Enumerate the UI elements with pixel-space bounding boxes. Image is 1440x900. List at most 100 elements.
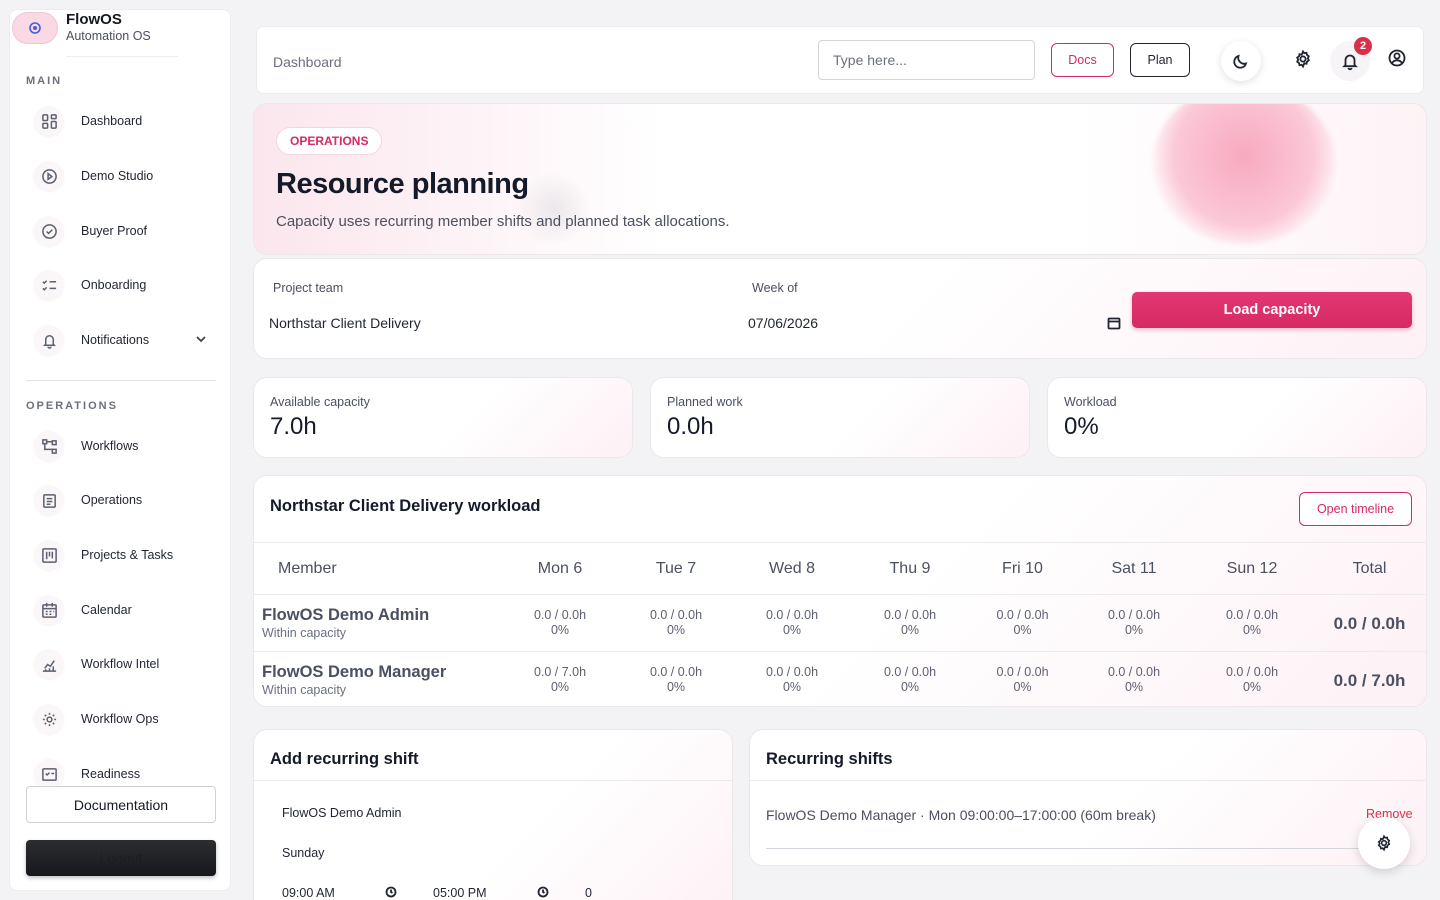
column-header: Sat 11 [1075,542,1193,595]
documentation-button[interactable]: Documentation [26,786,216,823]
brand-logo-icon [12,12,58,44]
decorative-blob [1152,104,1336,244]
page-subtitle: Capacity uses recurring member shifts an… [276,213,730,230]
sidebar-item-buyer-proof[interactable]: Buyer Proof [26,211,216,251]
gear-icon [1377,834,1391,852]
brand[interactable]: FlowOS Automation OS [10,10,230,60]
sidebar-item-label: Operations [81,493,143,507]
week-of-input[interactable]: 07/06/2026 [748,315,819,331]
sidebar-item-onboarding[interactable]: Onboarding [26,265,216,305]
main-section-label: MAIN [26,75,63,87]
member-status: Within capacity [262,683,347,698]
member-cell: FlowOS Demo Manager Within capacity [254,652,502,707]
sidebar-item-notifications[interactable]: Notifications [26,320,216,360]
sidebar-item-calendar[interactable]: Calendar [26,590,216,630]
day-percent: 0% [666,623,686,637]
sidebar-item-label: Dashboard [81,114,143,128]
load-capacity-button[interactable]: Load capacity [1132,292,1412,328]
day-hours: 0.0 / 0.0h [649,608,703,622]
sidebar-item-demo-studio[interactable]: Demo Studio [26,156,216,196]
sidebar-divider [26,380,216,381]
table-row: FlowOS Demo Manager Within capacity 0.0 … [254,652,1426,707]
clipboard-icon [34,485,64,515]
shift-member-select[interactable]: FlowOS Demo Admin [282,806,402,820]
day-hours: 0.0 / 0.0h [1225,665,1279,680]
clock-icon[interactable] [537,886,549,900]
settings-button[interactable] [1283,39,1323,79]
grid-icon [34,106,64,136]
search-input[interactable] [818,40,1035,80]
sidebar-item-workflow-ops[interactable]: Workflow Ops [26,699,216,739]
day-hours: 0.0 / 0.0h [996,608,1049,622]
calendar-icon[interactable] [1107,316,1121,330]
chart-icon [34,649,64,679]
member-cell: FlowOS Demo Admin Within capacity [254,594,502,652]
project-team-select[interactable]: Northstar Client Delivery [269,315,421,331]
day-hours: 0.0 / 0.0h [1107,608,1161,622]
docs-button[interactable]: Docs [1051,43,1114,77]
column-header: Tue 7 [618,542,734,595]
day-percent: 0% [550,623,570,637]
shift-break-input[interactable]: 0 [585,886,592,900]
day-cell: 0.0 / 0.0h 0% [1193,652,1311,707]
plan-button[interactable]: Plan [1130,43,1190,77]
stat-label: Available capacity [270,395,370,409]
day-hours: 0.0 / 0.0h [765,608,819,622]
sidebar-item-label: Workflow Intel [81,657,160,671]
add-shift-card: Add recurring shift FlowOS Demo Admin Su… [253,729,733,900]
sidebar-item-workflow-intel[interactable]: Workflow Intel [26,644,216,684]
stat-value: 0.0h [667,413,714,440]
column-header: Mon 6 [502,542,618,595]
day-percent: 0% [1124,623,1144,637]
clock-icon[interactable] [385,886,397,900]
notifications-button[interactable]: 2 [1330,37,1372,81]
day-percent: 0% [782,680,802,695]
dark-mode-toggle[interactable] [1221,41,1261,81]
shift-day-select[interactable]: Sunday [282,846,325,860]
week-of-label: Week of [752,281,798,295]
table-header-row: Member Mon 6 Tue 7 Wed 8 Thu 9 Fri 10 Sa… [254,542,1426,595]
day-percent: 0% [1242,623,1262,637]
sidebar-item-projects-tasks[interactable]: Projects & Tasks [26,535,216,575]
section-pill: OPERATIONS [276,127,383,155]
recurring-shifts-title: Recurring shifts [766,750,893,768]
chevron-down-icon[interactable] [194,332,208,346]
day-hours: 0.0 / 0.0h [1107,665,1161,680]
column-header: Member [254,542,502,595]
shift-end-time-input[interactable]: 05:00 PM [433,886,487,900]
sidebar-item-label: Readiness [81,767,141,781]
recurring-shift-item: FlowOS Demo Manager · Mon 09:00:00–17:00… [766,807,1156,823]
open-timeline-button[interactable]: Open timeline [1299,492,1412,526]
day-percent: 0% [1242,680,1262,695]
profile-button[interactable] [1377,38,1417,78]
stat-label: Workload [1064,395,1117,409]
user-circle-icon [1388,49,1406,67]
settings-fab[interactable] [1358,817,1410,869]
shift-start-time-input[interactable]: 09:00 AM [282,886,335,900]
day-percent: 0% [550,680,570,695]
stat-label: Planned work [667,395,743,409]
card-divider [750,780,1426,781]
sidebar-item-label: Calendar [81,603,132,617]
logout-button[interactable]: Logout [26,840,216,876]
stat-value: 0% [1064,413,1099,440]
brand-divider [66,56,178,57]
gear-icon [34,704,64,734]
day-cell: 0.0 / 0.0h 0% [1075,594,1193,652]
day-percent: 0% [1013,680,1032,695]
day-cell: 0.0 / 0.0h 0% [1075,652,1193,707]
sidebar-item-workflows[interactable]: Workflows [26,426,216,466]
sidebar-item-label: Buyer Proof [81,224,148,238]
day-hours: 0.0 / 7.0h [533,665,587,680]
day-cell: 0.0 / 0.0h 0% [970,594,1075,652]
sidebar-item-readiness[interactable]: Readiness [26,754,216,794]
checklist-icon [34,270,64,300]
sidebar-item-operations[interactable]: Operations [26,480,216,520]
sidebar-item-label: Onboarding [81,278,147,292]
hero-card: OPERATIONS Resource planning Capacity us… [253,103,1427,255]
stat-value: 7.0h [270,413,317,440]
sidebar-item-label: Demo Studio [81,169,154,183]
sidebar-item-dashboard[interactable]: Dashboard [26,101,216,141]
member-name: FlowOS Demo Admin [262,606,430,624]
breadcrumb[interactable]: Dashboard [273,54,342,70]
